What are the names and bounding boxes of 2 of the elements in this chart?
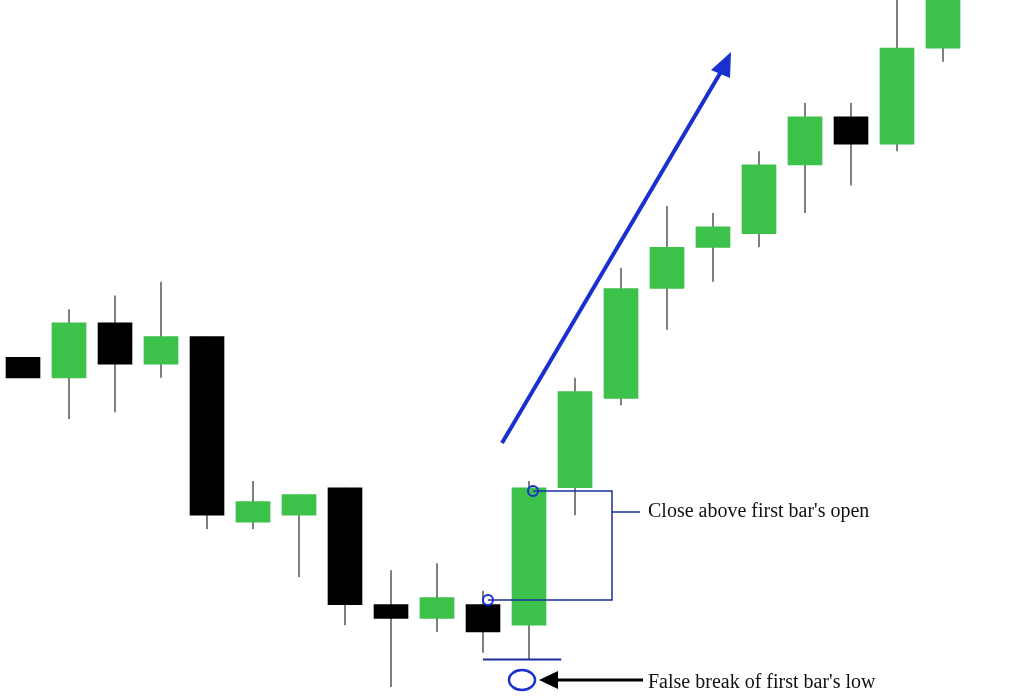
annotation: Close above first bar's open <box>648 499 870 522</box>
annotation: False break of first bar's low <box>648 670 876 693</box>
